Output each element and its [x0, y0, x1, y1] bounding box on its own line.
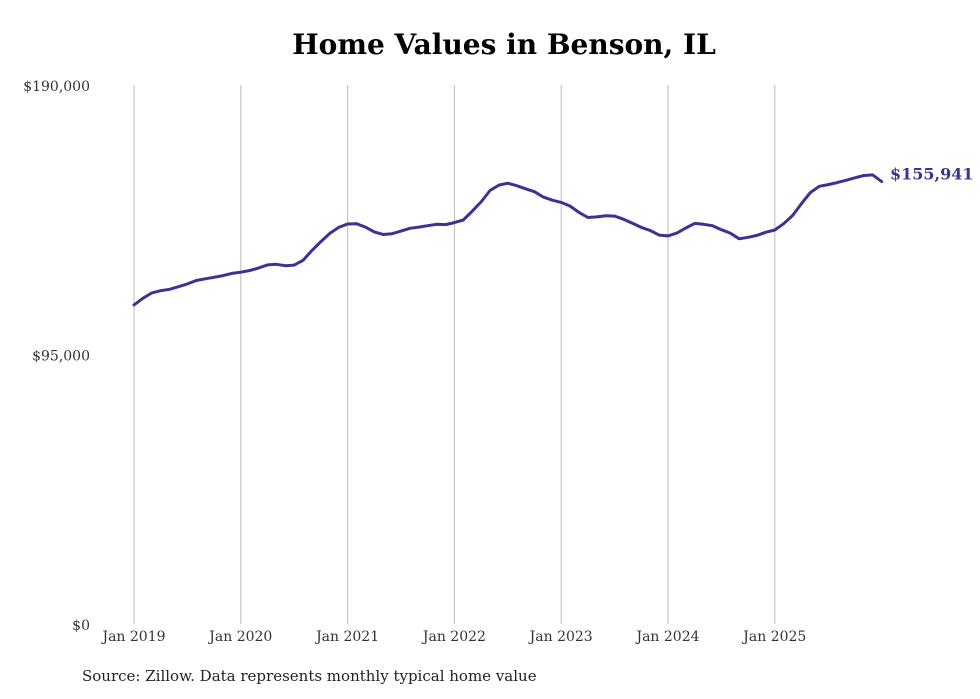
end-value-label-group: $155,941 [890, 165, 974, 184]
end-value-label: $155,941 [890, 165, 974, 184]
x-tick-label: Jan 2023 [528, 629, 593, 645]
y-tick-label: $95,000 [32, 349, 90, 365]
x-tick-label: Jan 2019 [100, 629, 165, 645]
x-tick-label: Jan 2020 [207, 629, 272, 645]
series-group [132, 173, 884, 307]
x-tick-label: Jan 2024 [634, 629, 699, 645]
x-gridlines [133, 85, 776, 624]
series-line [132, 173, 884, 307]
y-tick-label: $0 [72, 618, 90, 634]
source-note: Source: Zillow. Data represents monthly … [82, 667, 537, 685]
x-axis-ticks: Jan 2019 Jan 2020 Jan 2021 Jan 2022 Jan 2023… [100, 629, 806, 645]
x-tick-label: Jan 2025 [741, 629, 806, 645]
chart-title: Home Values in Benson, IL [292, 28, 716, 61]
x-tick-label: Jan 2022 [421, 629, 486, 645]
y-tick-label: $190,000 [23, 79, 90, 95]
x-tick-label: Jan 2021 [314, 629, 379, 645]
y-axis-ticks: $0 $95,000 $190,000 [23, 79, 90, 634]
